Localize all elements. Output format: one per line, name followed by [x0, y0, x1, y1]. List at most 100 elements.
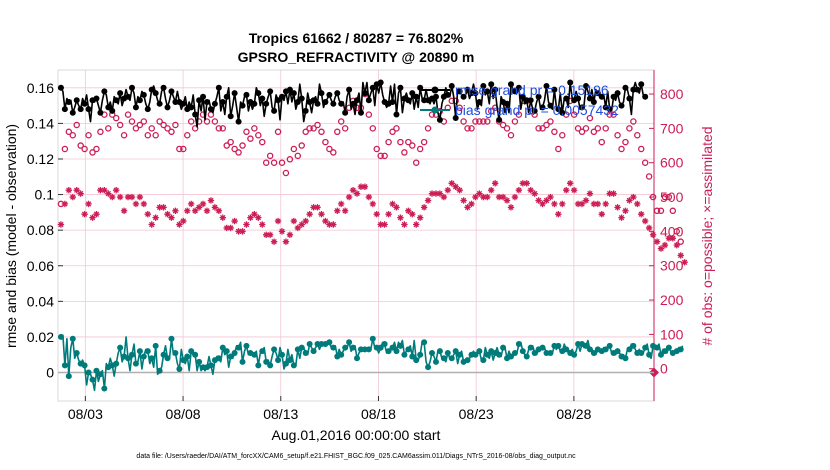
obs-possible-marker	[255, 131, 262, 139]
obs-possible-marker	[231, 145, 238, 153]
obs-possible-marker	[389, 128, 396, 136]
obs-possible-marker	[341, 125, 349, 132]
obs-assimilated-marker	[539, 200, 546, 208]
rmse-marker	[275, 97, 282, 104]
rmse-marker	[397, 84, 404, 91]
obs-possible-marker	[385, 138, 392, 146]
bias-marker	[555, 342, 562, 349]
rmse-marker	[148, 86, 155, 93]
obs-assimilated-marker	[448, 180, 455, 187]
bias-marker	[85, 369, 92, 376]
obs-possible-marker	[472, 118, 479, 125]
rmse-marker	[389, 99, 396, 106]
obs-assimilated-marker	[385, 211, 392, 218]
bias-marker	[436, 348, 443, 355]
obs-possible-marker	[180, 145, 187, 153]
rmse-marker	[354, 97, 361, 104]
obs-assimilated-marker	[488, 186, 495, 194]
rmse-marker	[302, 107, 309, 114]
rmse-series	[57, 79, 649, 128]
obs-assimilated-marker	[606, 190, 613, 197]
obs-possible-marker	[116, 121, 124, 129]
obs-assimilated-marker	[136, 193, 144, 201]
rmse-marker	[318, 90, 325, 97]
obs-possible-marker	[377, 152, 384, 160]
obs-possible-marker	[673, 228, 681, 235]
obs-possible-marker	[239, 142, 246, 149]
obs-possible-marker	[480, 118, 487, 125]
obs-assimilated-marker	[318, 211, 325, 218]
bias-marker	[125, 355, 132, 362]
obs-assimilated-marker	[326, 221, 333, 228]
bias-marker	[354, 355, 361, 362]
rmse-marker	[476, 99, 483, 106]
obs-assimilated-marker	[397, 214, 404, 221]
right-tick-label: 400	[660, 223, 684, 239]
bias-marker	[192, 351, 199, 358]
rmse-marker	[334, 90, 341, 97]
bias-marker	[365, 346, 372, 353]
x-tick-label: 08/28	[556, 406, 591, 422]
obs-possible-marker	[614, 131, 621, 139]
obs-assimilated-marker	[263, 231, 270, 239]
obs-assimilated-marker	[634, 200, 641, 208]
rmse-marker	[93, 95, 100, 102]
obs-possible-marker	[634, 131, 641, 139]
rmse-marker	[231, 90, 238, 97]
right-tick-label: 0	[660, 361, 668, 377]
rmse-marker	[551, 86, 558, 93]
rmse-marker	[496, 116, 503, 123]
obs-assimilated-marker	[156, 204, 163, 211]
obs-possible-marker	[637, 145, 645, 153]
obs-possible-marker	[85, 131, 92, 139]
rmse-marker	[263, 100, 270, 107]
obs-assimilated-marker	[144, 211, 151, 218]
obs-possible-marker	[326, 145, 333, 153]
obs-possible-markers	[57, 90, 684, 245]
rmse-marker	[136, 97, 143, 104]
obs-possible-marker	[270, 159, 278, 166]
obs-possible-marker	[535, 125, 542, 132]
rmse-marker	[393, 111, 400, 118]
rmse-marker	[294, 99, 301, 106]
obs-assimilated-marker	[574, 200, 582, 208]
rmse-marker	[579, 104, 586, 111]
bias-marker	[164, 355, 171, 362]
obs-possible-marker	[468, 125, 475, 132]
bias-marker	[472, 351, 479, 358]
rmse-marker	[156, 100, 163, 107]
obs-assimilated-marker	[476, 190, 483, 197]
obs-assimilated-marker	[665, 235, 673, 242]
bias-marker	[136, 348, 143, 355]
x-tick-label: 08/18	[361, 406, 396, 422]
bias-marker	[227, 353, 234, 360]
rmse-marker	[144, 106, 151, 113]
obs-possible-marker	[610, 111, 617, 118]
obs-assimilated-marker	[357, 183, 365, 190]
obs-assimilated-marker	[176, 221, 183, 228]
obs-assimilated-marker	[168, 214, 175, 221]
bias-marker	[215, 355, 222, 362]
bias-marker	[496, 351, 503, 358]
obs-possible-marker	[665, 193, 673, 201]
obs-possible-marker	[337, 118, 345, 125]
rmse-marker	[642, 93, 649, 100]
rmse-marker	[472, 90, 479, 97]
obs-possible-marker	[622, 138, 629, 146]
obs-assimilated-marker	[322, 217, 329, 225]
obs-assimilated-marker	[101, 186, 108, 194]
bias-marker	[271, 346, 278, 353]
rmse-marker	[298, 95, 305, 102]
bias-marker	[148, 355, 155, 362]
obs-assimilated-marker	[653, 238, 661, 245]
obs-possible-marker	[251, 125, 258, 132]
obs-assimilated-marker	[148, 221, 155, 228]
obs-assimilated-marker	[428, 190, 436, 197]
obs-assimilated-marker	[306, 211, 313, 218]
obs-assimilated-marker	[195, 204, 203, 211]
obs-assimilated-marker	[460, 197, 467, 204]
obs-assimilated-marker	[409, 211, 416, 218]
bias-marker	[302, 349, 309, 356]
bias-marker	[263, 358, 270, 365]
